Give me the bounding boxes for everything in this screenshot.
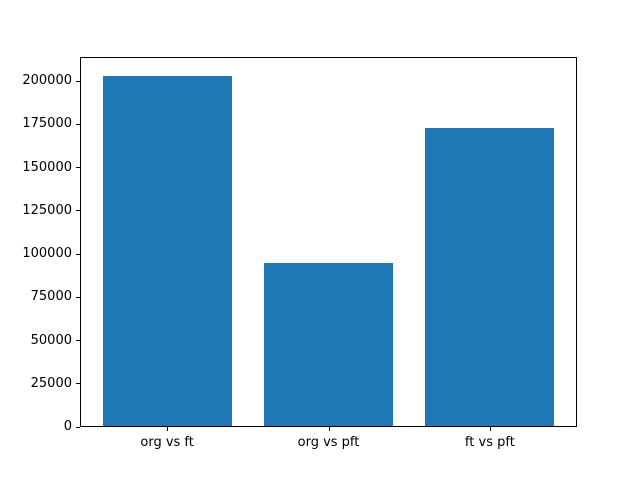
y-tick-mark: [76, 167, 80, 169]
y-tick-label: 200000: [22, 73, 72, 89]
y-tick-mark: [76, 253, 80, 255]
y-tick-label: 0: [63, 419, 72, 434]
y-tick-label: 75000: [30, 289, 72, 305]
y-tick-mark: [76, 426, 80, 428]
x-tick-mark: [167, 427, 169, 431]
y-tick-mark: [76, 296, 80, 298]
bar-org-vs-pft: [263, 262, 394, 426]
plot-area: [80, 57, 577, 427]
x-tick-label: org vs pft: [297, 435, 360, 450]
bar-org-vs-ft: [102, 76, 232, 426]
bar-ft-vs-pft: [425, 127, 555, 426]
x-tick-mark: [328, 427, 330, 431]
y-tick-mark: [76, 123, 80, 125]
y-tick-label: 175000: [22, 116, 72, 132]
y-tick-label: 100000: [22, 246, 72, 262]
y-tick-mark: [76, 383, 80, 385]
y-tick-label: 150000: [22, 159, 72, 175]
y-tick-label: 50000: [30, 332, 72, 348]
y-tick-mark: [76, 210, 80, 212]
y-tick-label: 25000: [30, 375, 72, 391]
x-tick-label: org vs ft: [140, 435, 194, 450]
y-tick-mark: [76, 340, 80, 342]
x-tick-mark: [489, 427, 491, 431]
y-tick-label: 125000: [22, 202, 72, 218]
x-tick-label: ft vs pft: [464, 435, 515, 450]
y-tick-mark: [76, 80, 80, 82]
